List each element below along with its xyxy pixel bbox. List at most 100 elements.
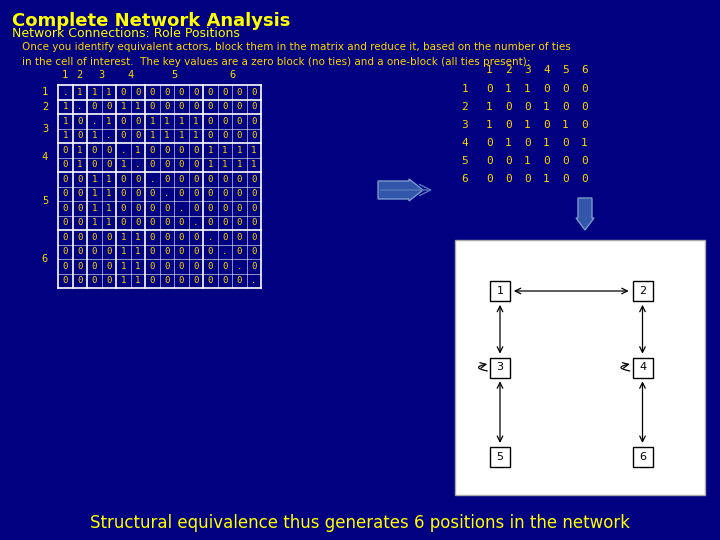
Text: .: . xyxy=(207,233,213,242)
Text: 0: 0 xyxy=(63,247,68,256)
Text: 0: 0 xyxy=(222,204,228,213)
Text: 3: 3 xyxy=(524,65,531,75)
Text: 0: 0 xyxy=(164,146,169,155)
Text: 0: 0 xyxy=(237,218,242,227)
Text: 0: 0 xyxy=(150,204,155,213)
Text: 1: 1 xyxy=(207,160,213,169)
Text: 1: 1 xyxy=(462,84,469,94)
Text: 0: 0 xyxy=(164,160,169,169)
Text: 0: 0 xyxy=(106,160,112,169)
Text: 1: 1 xyxy=(207,146,213,155)
Text: 1: 1 xyxy=(486,120,493,130)
Text: .: . xyxy=(91,117,97,126)
Text: 0: 0 xyxy=(207,218,213,227)
Text: 0: 0 xyxy=(207,262,213,271)
Text: 0: 0 xyxy=(179,262,184,271)
Text: 4: 4 xyxy=(42,152,48,163)
Text: 0: 0 xyxy=(251,233,256,242)
Text: 1: 1 xyxy=(106,117,112,126)
Text: 0: 0 xyxy=(222,117,228,126)
FancyBboxPatch shape xyxy=(632,281,652,301)
Text: 0: 0 xyxy=(63,146,68,155)
Text: Structural equivalence thus generates 6 positions in the network: Structural equivalence thus generates 6 … xyxy=(90,514,630,532)
Text: 0: 0 xyxy=(179,146,184,155)
Text: 0: 0 xyxy=(150,233,155,242)
Text: 1: 1 xyxy=(581,138,588,148)
Text: .: . xyxy=(237,262,242,271)
Text: 0: 0 xyxy=(505,174,512,184)
Text: 0: 0 xyxy=(207,131,213,140)
Text: 0: 0 xyxy=(207,189,213,198)
Text: 0: 0 xyxy=(543,156,550,166)
Text: 0: 0 xyxy=(63,218,68,227)
Text: 0: 0 xyxy=(505,120,512,130)
Text: 0: 0 xyxy=(91,233,97,242)
Text: 1: 1 xyxy=(42,87,48,97)
Text: 0: 0 xyxy=(91,160,97,169)
Text: 0: 0 xyxy=(150,218,155,227)
Text: 0: 0 xyxy=(193,175,199,184)
Text: 0: 0 xyxy=(135,218,140,227)
Text: 1: 1 xyxy=(524,84,531,94)
Text: 0: 0 xyxy=(106,276,112,285)
Text: 0: 0 xyxy=(207,276,213,285)
Text: 0: 0 xyxy=(524,102,531,112)
Text: 0: 0 xyxy=(179,276,184,285)
Text: .: . xyxy=(120,146,126,155)
Text: 0: 0 xyxy=(77,117,82,126)
Text: 1: 1 xyxy=(135,102,140,111)
Text: 1: 1 xyxy=(62,70,68,80)
Text: 4: 4 xyxy=(127,70,134,80)
Text: 0: 0 xyxy=(207,117,213,126)
Text: 3: 3 xyxy=(42,124,48,133)
Text: 0: 0 xyxy=(543,84,550,94)
Text: 0: 0 xyxy=(77,247,82,256)
Text: 3: 3 xyxy=(497,362,503,373)
Text: 0: 0 xyxy=(91,262,97,271)
Text: 0: 0 xyxy=(150,247,155,256)
Text: 4: 4 xyxy=(639,362,646,373)
Text: 0: 0 xyxy=(251,204,256,213)
Text: 0: 0 xyxy=(179,233,184,242)
Text: 0: 0 xyxy=(581,120,588,130)
Text: 1: 1 xyxy=(106,204,112,213)
Text: 1: 1 xyxy=(193,131,199,140)
Text: 0: 0 xyxy=(505,156,512,166)
Text: 0: 0 xyxy=(150,102,155,111)
Text: 1: 1 xyxy=(91,87,97,97)
Text: 0: 0 xyxy=(106,247,112,256)
Text: 0: 0 xyxy=(581,156,588,166)
Text: 1: 1 xyxy=(164,117,169,126)
Text: 0: 0 xyxy=(179,218,184,227)
Text: 1: 1 xyxy=(543,174,550,184)
Text: 1: 1 xyxy=(106,189,112,198)
Text: 2: 2 xyxy=(505,65,512,75)
Text: 0: 0 xyxy=(222,189,228,198)
Text: 1: 1 xyxy=(91,218,97,227)
Text: 0: 0 xyxy=(581,84,588,94)
Text: 0: 0 xyxy=(106,146,112,155)
Text: 1: 1 xyxy=(222,146,228,155)
Text: 0: 0 xyxy=(77,233,82,242)
Text: 0: 0 xyxy=(251,247,256,256)
Text: 1: 1 xyxy=(120,160,126,169)
Text: 0: 0 xyxy=(106,102,112,111)
Text: 0: 0 xyxy=(120,189,126,198)
Text: 0: 0 xyxy=(222,233,228,242)
Text: 0: 0 xyxy=(237,117,242,126)
Text: 1: 1 xyxy=(77,87,82,97)
Text: 3: 3 xyxy=(462,120,469,130)
Text: 0: 0 xyxy=(581,174,588,184)
Text: 1: 1 xyxy=(251,146,256,155)
Text: 0: 0 xyxy=(77,175,82,184)
Text: 6: 6 xyxy=(581,65,588,75)
Text: 0: 0 xyxy=(164,276,169,285)
Text: .: . xyxy=(193,218,199,227)
Text: 0: 0 xyxy=(193,247,199,256)
Text: 0: 0 xyxy=(207,175,213,184)
Text: 0: 0 xyxy=(164,247,169,256)
Text: 1: 1 xyxy=(135,247,140,256)
Text: 0: 0 xyxy=(543,120,550,130)
Text: 0: 0 xyxy=(581,102,588,112)
Text: 1: 1 xyxy=(63,102,68,111)
